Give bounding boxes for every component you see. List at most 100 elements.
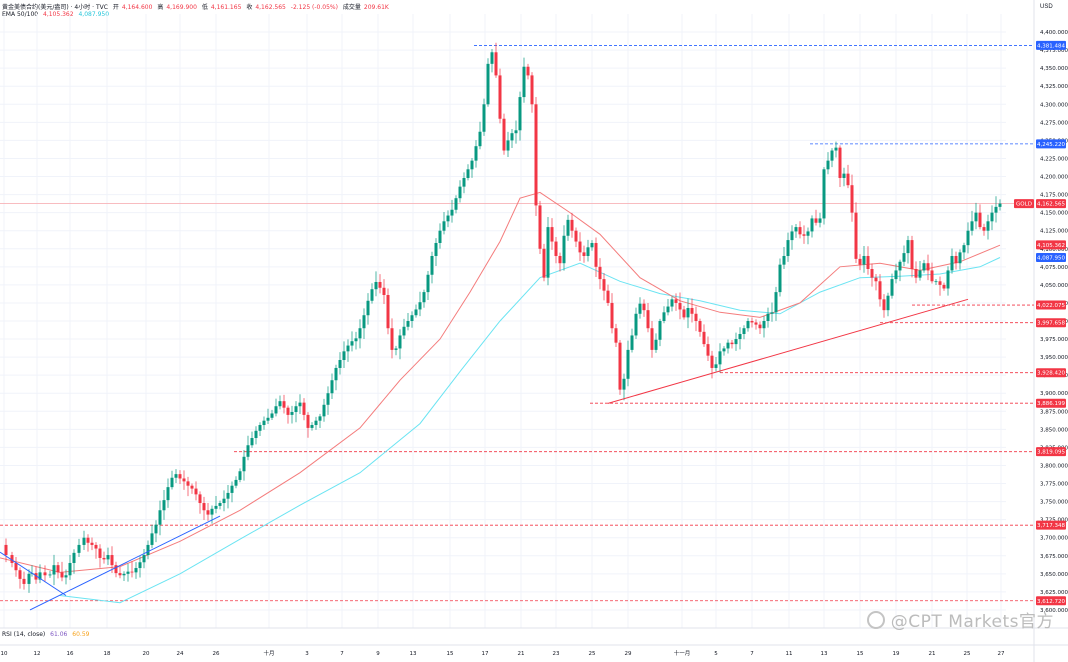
x-tick-label: 29 [625, 651, 632, 657]
y-tick-label: 3,850.000 [1040, 427, 1068, 433]
candle-body [118, 573, 122, 576]
rsi-value-2: 60.59 [72, 631, 90, 638]
candle-body [654, 339, 658, 350]
candle-body [98, 548, 102, 558]
candle-body [286, 407, 290, 415]
x-tick-label: 15 [857, 651, 864, 657]
candle-body [450, 209, 454, 216]
ema-tag: 4,105.362 [1037, 243, 1065, 249]
candle-body [4, 544, 8, 556]
candle-body [582, 252, 586, 256]
level-tag: 3,928.420 [1037, 371, 1065, 377]
candle-body [534, 104, 538, 206]
ema100-line [59, 257, 1001, 604]
candle-body [554, 241, 558, 256]
y-tick-label: 3,675.000 [1040, 554, 1068, 560]
candle-body [574, 230, 578, 242]
candle-body [482, 104, 486, 132]
candle-body [166, 487, 170, 501]
level-tag-bg [1036, 596, 1066, 606]
candle-body [442, 221, 446, 231]
candle-body [494, 52, 498, 76]
y-tick-label: 4,150.000 [1040, 211, 1068, 217]
level-tag-bg [1036, 318, 1066, 328]
candle-body [14, 562, 18, 571]
candle-body [754, 322, 758, 325]
candle-body [338, 360, 342, 368]
candle-body [374, 281, 378, 290]
candle-body [686, 307, 690, 318]
candle-body [82, 537, 86, 545]
open-value: 4,164.600 [121, 4, 153, 11]
candle-body [602, 279, 606, 291]
candle-body [438, 230, 442, 243]
candle-body [134, 568, 138, 573]
candle-body [86, 537, 90, 543]
candle-body [998, 203, 1002, 207]
price-tag-bg [1036, 199, 1066, 209]
candle-body [990, 212, 994, 222]
candle-body [122, 573, 126, 576]
candle-body [922, 263, 926, 271]
x-tick-label: 7 [340, 651, 344, 657]
level-tag: 3,997.658 [1037, 321, 1065, 327]
candle-body [790, 231, 794, 241]
candle-body [64, 575, 68, 578]
candle-body [410, 315, 414, 321]
x-tick-label: 20 [143, 651, 150, 657]
x-tick-label: 23 [553, 651, 560, 657]
candle-body [278, 401, 282, 407]
candle-body [18, 570, 22, 579]
candle-body [514, 130, 518, 134]
candle-body [926, 263, 930, 271]
y-tick-label: 3,650.000 [1040, 572, 1068, 578]
candle-body [218, 503, 222, 506]
volume-label: 成交量 [342, 4, 361, 11]
candle-body [470, 160, 474, 170]
candle-body [458, 186, 462, 199]
candle-body [486, 63, 490, 105]
candle-body [126, 571, 130, 574]
candle-body [638, 303, 642, 314]
candle-body [434, 242, 438, 256]
y-tick-label: 4,050.000 [1040, 283, 1068, 289]
candle-body [206, 510, 210, 515]
candle-body [318, 416, 322, 421]
x-tick-label: 27 [998, 651, 1005, 657]
candle-body [198, 494, 202, 504]
candle-body [818, 218, 822, 223]
candle-body [226, 492, 230, 499]
candle-body [726, 342, 730, 349]
candle-body [882, 299, 886, 311]
candle-body [102, 557, 106, 560]
candle-body [662, 312, 666, 321]
candle-body [174, 474, 178, 478]
candle-body [322, 404, 326, 417]
candle-body [902, 253, 906, 262]
candle-body [982, 227, 986, 231]
candle-body [418, 302, 422, 310]
candle-body [994, 206, 998, 213]
candle-body [422, 292, 426, 303]
y-tick-label: 4,400.000 [1040, 30, 1068, 36]
candle-body [910, 240, 914, 269]
level-tag-bg [1036, 398, 1066, 408]
y-tick-label: 3,775.000 [1040, 482, 1068, 488]
close-label: 收 [246, 4, 253, 11]
candle-body [550, 227, 554, 242]
candle-body [934, 281, 938, 283]
level-tag: 4,022.075 [1037, 303, 1065, 309]
y-tick-label: 4,075.000 [1040, 265, 1068, 271]
candle-body [710, 355, 714, 368]
candle-body [578, 241, 582, 253]
level-tag-bg [1036, 447, 1066, 457]
candle-body [394, 348, 398, 350]
candle-body [146, 544, 150, 556]
candle-body [734, 339, 738, 345]
candle-body [614, 328, 618, 343]
candle-body [830, 150, 834, 161]
candle-body [966, 230, 970, 246]
candle-body [954, 255, 958, 264]
